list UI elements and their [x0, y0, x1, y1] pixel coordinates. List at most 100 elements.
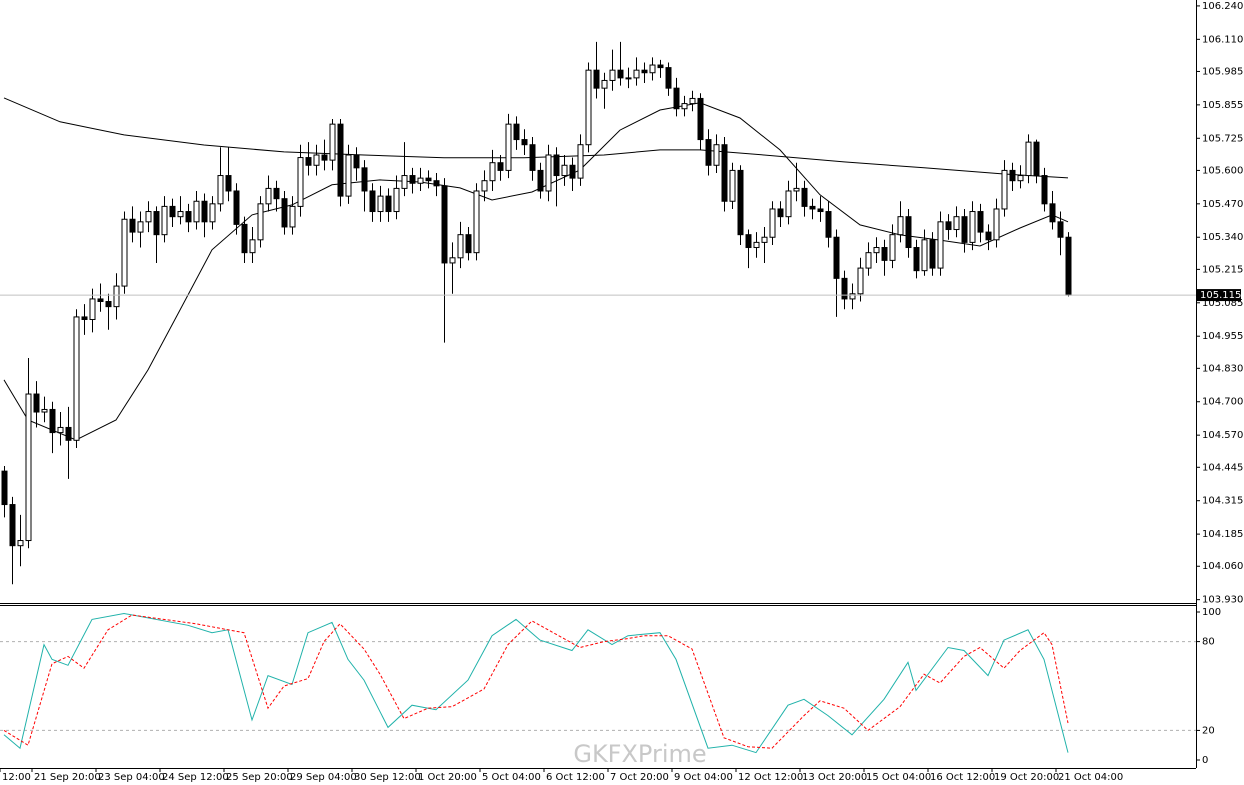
candle-body: [1065, 236, 1072, 296]
candle-body: [145, 211, 152, 223]
candle-body: [409, 175, 416, 184]
stochastic-line: [3, 614, 1069, 749]
candle-body: [297, 157, 304, 207]
candle-body: [713, 144, 720, 166]
x-tick-label: 5 Oct 04:00: [482, 772, 541, 783]
candle-body: [289, 205, 296, 228]
y-tick-label: 106.110: [1202, 34, 1243, 45]
candle-body: [393, 187, 400, 213]
candle-body: [681, 103, 688, 110]
candle-body: [217, 175, 224, 205]
watermark: GKFXPrime: [573, 740, 706, 768]
candle-body: [689, 97, 696, 105]
candle-body: [657, 64, 664, 69]
x-tick-label: 16 Oct 12:00: [930, 772, 995, 783]
candle-body: [17, 540, 24, 547]
candle-body: [849, 293, 856, 300]
candle-body: [369, 190, 376, 213]
candle-body: [889, 234, 896, 261]
candle-body: [1025, 141, 1032, 177]
candle-body: [337, 123, 344, 197]
candle-body: [521, 139, 528, 146]
y-tick-label: 105.085: [1202, 298, 1243, 309]
candle-body: [801, 187, 808, 207]
y-tick-label: 20: [1202, 725, 1215, 736]
candle-body: [209, 203, 216, 223]
candle-body: [881, 247, 888, 261]
y-tick-label: 105.725: [1202, 133, 1243, 144]
y-tick-label: 106.240: [1202, 1, 1243, 12]
candle-body: [249, 239, 256, 254]
candle-body: [465, 234, 472, 254]
candle-body: [697, 97, 704, 141]
candle-body: [617, 69, 624, 79]
y-tick-label: 100: [1202, 607, 1221, 618]
candle-body: [177, 211, 184, 218]
candle-body: [817, 208, 824, 213]
y-tick-label: 105.215: [1202, 264, 1243, 275]
candle-body: [593, 69, 600, 89]
candle-body: [41, 408, 48, 413]
candle-body: [745, 234, 752, 249]
candle-body: [25, 393, 32, 542]
candle-body: [377, 195, 384, 213]
candle-body: [1009, 169, 1016, 182]
y-tick-label: 104.570: [1202, 430, 1243, 441]
candle-body: [809, 205, 816, 210]
x-tick-label: 19 Oct 20:00: [994, 772, 1059, 783]
candle-body: [505, 123, 512, 171]
x-tick-label: 25 Sep 20:00: [226, 772, 293, 783]
candle-body: [977, 211, 984, 233]
moving-average: [3, 102, 1069, 441]
x-tick-label: 1 Oct 20:00: [418, 772, 477, 783]
candle-body: [153, 211, 160, 236]
x-tick-label: 6 Oct 12:00: [546, 772, 605, 783]
candle-body: [873, 247, 880, 254]
candle-body: [777, 208, 784, 218]
candle-body: [993, 208, 1000, 241]
candle-body: [625, 77, 632, 80]
x-tick-label: 12 Oct 12:00: [738, 772, 803, 783]
candle-body: [225, 175, 232, 192]
candle-body: [1017, 175, 1024, 182]
candle-body: [937, 221, 944, 269]
candle-body: [73, 316, 80, 441]
candle-body: [273, 187, 280, 200]
candle-body: [89, 298, 96, 320]
candle-body: [497, 162, 504, 171]
candle-body: [1041, 175, 1048, 205]
x-tick-label: 12:00: [2, 772, 31, 783]
candle-body: [833, 236, 840, 279]
candle-body: [417, 177, 424, 184]
candle-body: [441, 185, 448, 264]
candle-body: [1057, 221, 1064, 238]
candle-body: [865, 252, 872, 269]
y-tick-label: 0: [1202, 755, 1208, 766]
candle-body: [537, 169, 544, 192]
x-tick-label: 21 Sep 20:00: [34, 772, 101, 783]
candle-body: [433, 180, 440, 187]
candle-body: [121, 218, 128, 287]
candle-body: [449, 257, 456, 264]
candle-body: [49, 408, 56, 434]
candle-body: [257, 203, 264, 241]
candle-body: [161, 205, 168, 236]
candle-body: [665, 67, 672, 89]
candle-body: [609, 69, 616, 81]
candle-body: [345, 154, 352, 197]
candle-body: [953, 216, 960, 231]
x-tick-label: 9 Oct 04:00: [674, 772, 733, 783]
candle-body: [169, 205, 176, 218]
candle-body: [737, 169, 744, 236]
price-label-bg: [1197, 289, 1241, 302]
candle-body: [489, 162, 496, 182]
candle-body: [201, 200, 208, 223]
candle-body: [721, 144, 728, 202]
candle-body: [321, 154, 328, 161]
candle-body: [857, 267, 864, 295]
candle-body: [313, 154, 320, 166]
y-tick-label: 104.315: [1202, 496, 1243, 507]
candle-body: [569, 164, 576, 179]
candle-body: [473, 190, 480, 254]
candle-body: [769, 208, 776, 238]
